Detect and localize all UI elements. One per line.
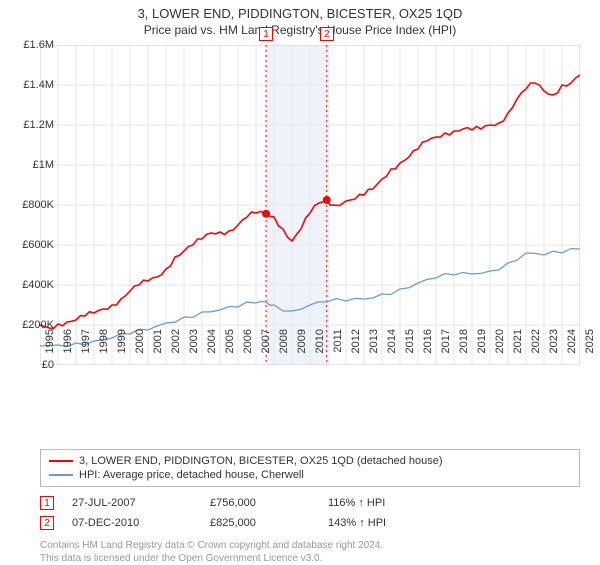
x-tick-label: 2002 [170,329,182,369]
chart-marker-badge: 1 [259,27,273,41]
x-tick-label: 2003 [188,329,200,369]
y-tick-label: £400K [14,279,54,291]
y-tick-label: £1.4M [14,79,54,91]
y-tick-label: £1M [14,159,54,171]
x-tick-label: 2007 [260,329,272,369]
legend-label: 3, LOWER END, PIDDINGTON, BICESTER, OX25… [79,455,443,467]
page-title: 3, LOWER END, PIDDINGTON, BICESTER, OX25… [0,0,600,21]
sale-date: 27-JUL-2007 [72,497,192,509]
x-tick-label: 2022 [530,329,542,369]
legend-box: 3, LOWER END, PIDDINGTON, BICESTER, OX25… [40,449,580,487]
footer-line-2: This data is licensed under the Open Gov… [40,552,570,565]
y-tick-label: £1.2M [14,119,54,131]
x-tick-label: 2020 [494,329,506,369]
sale-row: 2 07-DEC-2010 £825,000 143% ↑ HPI [40,513,580,533]
x-tick-label: 2021 [512,329,524,369]
x-tick-label: 2001 [152,329,164,369]
x-tick-label: 1998 [98,329,110,369]
x-tick-label: 2018 [458,329,470,369]
sale-hpi: 116% ↑ HPI [328,497,448,509]
x-tick-label: 2015 [404,329,416,369]
page-subtitle: Price paid vs. HM Land Registry's House … [0,21,600,41]
x-tick-label: 1999 [116,329,128,369]
x-tick-label: 2008 [278,329,290,369]
footer-attribution: Contains HM Land Registry data © Crown c… [40,539,570,565]
x-tick-label: 1997 [80,329,92,369]
legend-label: HPI: Average price, detached house, Cher… [79,469,304,481]
x-tick-label: 1995 [44,329,56,369]
x-tick-label: 2025 [584,329,596,369]
chart-container: 12£0£200K£400K£600K£800K£1M£1.2M£1.4M£1.… [40,45,600,405]
footer-line-1: Contains HM Land Registry data © Crown c… [40,539,570,552]
legend-swatch [49,474,73,476]
legend-row: HPI: Average price, detached house, Cher… [49,468,571,482]
sale-badge: 1 [40,496,54,510]
y-tick-label: £800K [14,199,54,211]
legend-row: 3, LOWER END, PIDDINGTON, BICESTER, OX25… [49,454,571,468]
x-tick-label: 2004 [206,329,218,369]
x-tick-label: 2010 [314,329,326,369]
price-chart [40,45,580,365]
sales-table: 1 27-JUL-2007 £756,000 116% ↑ HPI 2 07-DEC-20… [40,493,580,533]
x-tick-label: 2012 [350,329,362,369]
sale-price: £756,000 [210,497,310,509]
sale-date: 07-DEC-2010 [72,517,192,529]
sale-hpi: 143% ↑ HPI [328,517,448,529]
x-tick-label: 2019 [476,329,488,369]
x-tick-label: 2005 [224,329,236,369]
x-tick-label: 2000 [134,329,146,369]
x-tick-label: 1996 [62,329,74,369]
x-tick-label: 2023 [548,329,560,369]
y-tick-label: £1.6M [14,39,54,51]
sale-row: 1 27-JUL-2007 £756,000 116% ↑ HPI [40,493,580,513]
x-tick-label: 2006 [242,329,254,369]
x-tick-label: 2014 [386,329,398,369]
x-tick-label: 2017 [440,329,452,369]
chart-marker-badge: 2 [320,27,334,41]
sale-badge: 2 [40,516,54,530]
legend-swatch [49,460,73,462]
x-tick-label: 2024 [566,329,578,369]
x-tick-label: 2013 [368,329,380,369]
x-tick-label: 2011 [332,329,344,369]
x-tick-label: 2009 [296,329,308,369]
sale-price: £825,000 [210,517,310,529]
y-tick-label: £600K [14,239,54,251]
x-tick-label: 2016 [422,329,434,369]
